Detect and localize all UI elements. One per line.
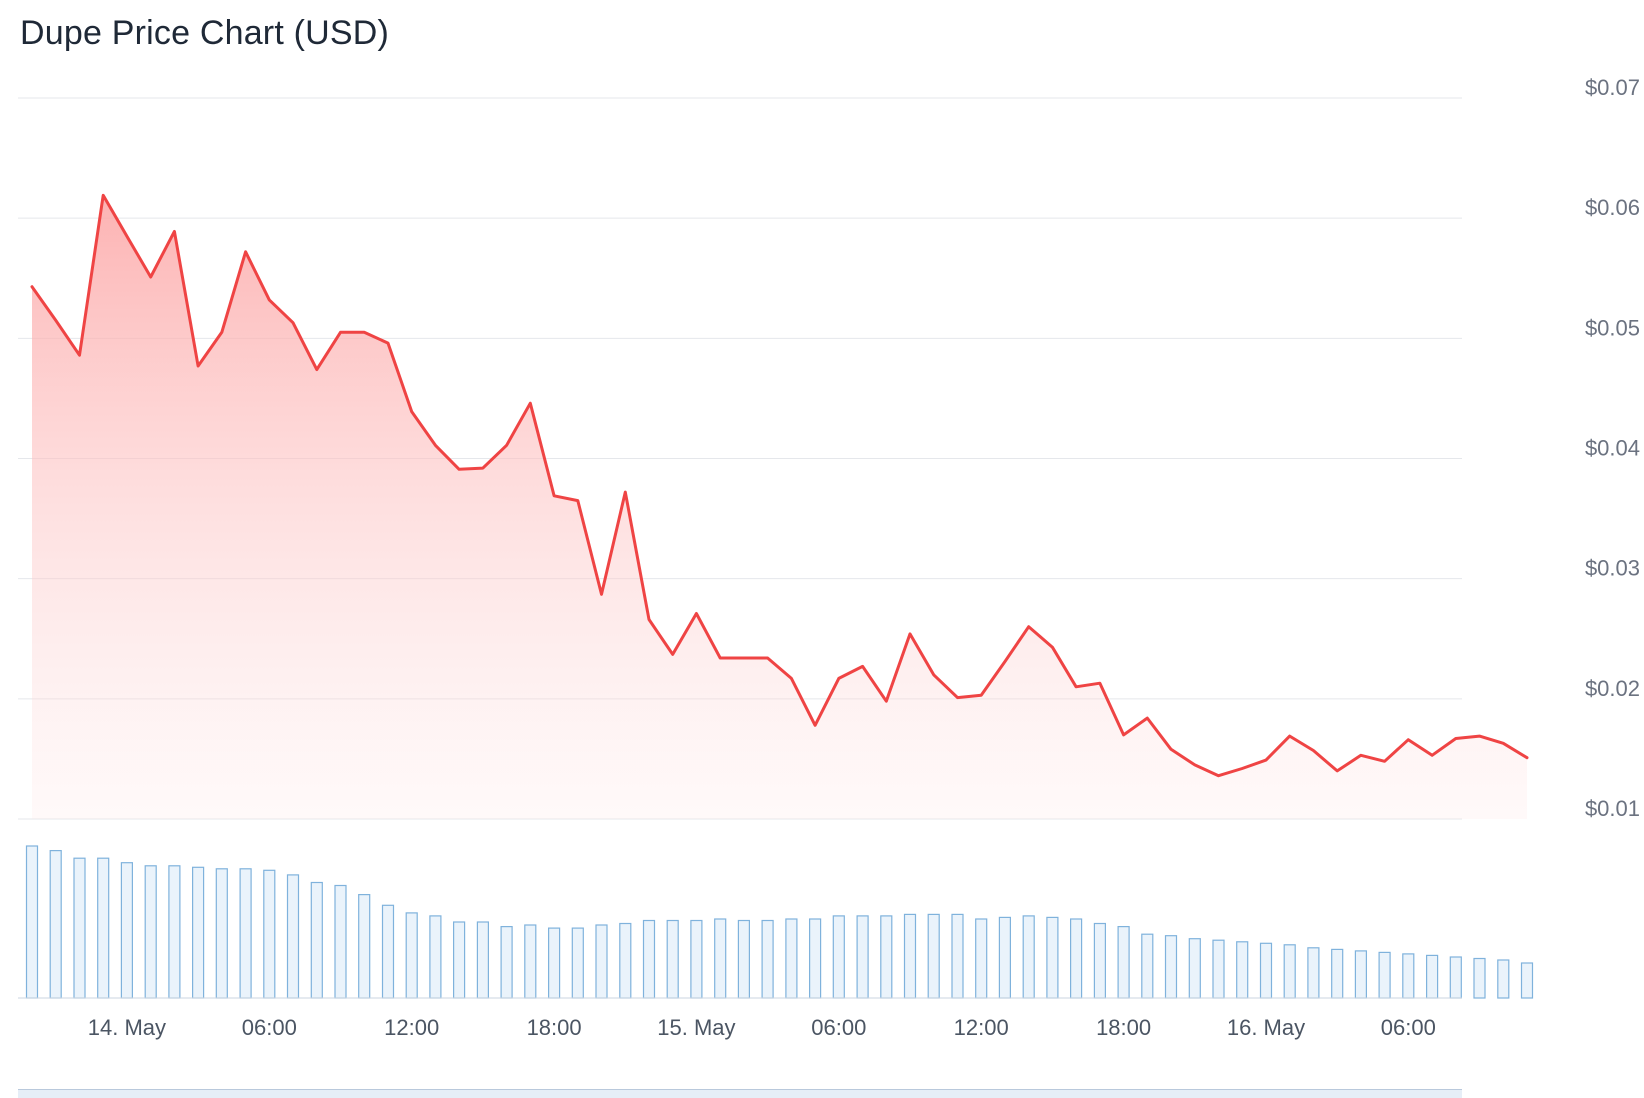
volume-bar bbox=[381, 904, 395, 999]
volume-bar bbox=[642, 919, 656, 999]
volume-bar bbox=[358, 893, 371, 999]
volume-bar bbox=[1402, 953, 1415, 999]
volume-bar bbox=[1164, 935, 1178, 999]
price-line-layer bbox=[30, 193, 1529, 778]
y-tick-label: $0.03 bbox=[1585, 556, 1640, 581]
volume-bar bbox=[73, 857, 86, 999]
volume-bar bbox=[500, 925, 513, 999]
volume-bar bbox=[1093, 922, 1107, 999]
volume-bar bbox=[405, 912, 418, 999]
volume-bar bbox=[998, 916, 1012, 999]
price-line bbox=[30, 193, 1529, 778]
volume-bar bbox=[1212, 939, 1225, 999]
volume-bar bbox=[524, 924, 537, 999]
y-tick-label: $0.06 bbox=[1585, 195, 1640, 220]
y-tick-label: $0.05 bbox=[1585, 315, 1640, 340]
volume-bar bbox=[785, 918, 798, 999]
volume-bar bbox=[263, 869, 276, 999]
volume-bar bbox=[856, 915, 869, 999]
volume-bar bbox=[714, 918, 727, 999]
volume-bar bbox=[903, 913, 917, 999]
volume-bar bbox=[97, 857, 110, 999]
x-tick-label: 12:00 bbox=[384, 1015, 439, 1040]
volume-bar bbox=[1449, 956, 1462, 999]
volume-bar bbox=[144, 865, 157, 999]
volume-bar bbox=[1520, 962, 1534, 999]
volume-bar bbox=[737, 919, 751, 999]
x-tick-label: 18:00 bbox=[527, 1015, 582, 1040]
volume-bar bbox=[168, 865, 181, 999]
y-tick-label: $0.02 bbox=[1585, 676, 1640, 701]
price-area-fill bbox=[32, 195, 1527, 820]
volume-bar bbox=[1069, 918, 1083, 999]
y-tick-label: $0.07 bbox=[1585, 75, 1640, 100]
volume-bar bbox=[239, 868, 252, 999]
volume-bar bbox=[1473, 957, 1486, 999]
volume-bar bbox=[619, 922, 632, 999]
volume-bar bbox=[310, 881, 323, 999]
volume-bar bbox=[1425, 954, 1439, 999]
volume-bar bbox=[120, 862, 134, 999]
volume-bar bbox=[761, 919, 774, 999]
volume-bar bbox=[547, 927, 561, 999]
volume-bar bbox=[1497, 959, 1510, 999]
volume-bar bbox=[286, 874, 300, 999]
y-axis-labels: $0.07 $0.06 $0.05 $0.04 $0.03 $0.02 $0.01 bbox=[1585, 75, 1640, 821]
x-tick-label: 18:00 bbox=[1096, 1015, 1151, 1040]
volume-bar bbox=[571, 927, 584, 999]
volume-bar bbox=[808, 918, 822, 999]
volume-bar bbox=[1378, 951, 1391, 999]
x-tick-label: 15. May bbox=[657, 1015, 735, 1040]
volume-bar bbox=[1307, 947, 1320, 999]
x-tick-label: 16. May bbox=[1227, 1015, 1305, 1040]
volume-bar bbox=[192, 866, 205, 999]
volume-bar bbox=[49, 849, 62, 999]
volume-bar bbox=[1331, 948, 1344, 999]
volume-bar bbox=[666, 919, 679, 999]
volume-bar bbox=[951, 913, 964, 999]
volume-bar bbox=[1022, 915, 1035, 999]
x-tick-label: 06:00 bbox=[1381, 1015, 1436, 1040]
y-tick-label: $0.01 bbox=[1585, 796, 1640, 821]
volume-bar bbox=[334, 884, 347, 999]
volume-bar bbox=[595, 924, 608, 999]
volume-bar bbox=[25, 845, 39, 999]
x-tick-label: 12:00 bbox=[954, 1015, 1009, 1040]
y-tick-label: $0.04 bbox=[1585, 436, 1640, 461]
volume-bar bbox=[1141, 933, 1154, 999]
volume-bar bbox=[453, 921, 466, 999]
price-area bbox=[32, 195, 1527, 820]
volume-bar bbox=[476, 921, 489, 999]
range-navigator[interactable] bbox=[18, 1089, 1462, 1098]
volume-bar bbox=[1283, 944, 1296, 999]
volume-bar bbox=[1259, 942, 1273, 999]
volume-bar bbox=[927, 913, 940, 999]
volume-bar bbox=[1117, 925, 1130, 999]
volume-bar bbox=[1354, 950, 1368, 999]
volume-bar bbox=[690, 919, 703, 999]
volume-bar bbox=[1046, 916, 1059, 999]
x-axis-labels: 14. May 06:00 12:00 18:00 15. May 06:00 12:00 1… bbox=[88, 1015, 1436, 1040]
chart-title: Dupe Price Chart (USD) bbox=[20, 14, 390, 52]
x-tick-label: 06:00 bbox=[811, 1015, 866, 1040]
volume-bar bbox=[429, 915, 442, 999]
volume-bar bbox=[215, 868, 228, 999]
x-tick-label: 14. May bbox=[88, 1015, 166, 1040]
volume-bar bbox=[975, 918, 988, 999]
volume-bar bbox=[1188, 938, 1201, 999]
volume-bars bbox=[25, 845, 1534, 999]
x-tick-label: 06:00 bbox=[242, 1015, 297, 1040]
volume-bar bbox=[1236, 941, 1249, 999]
volume-bar bbox=[832, 915, 845, 999]
volume-bar bbox=[880, 915, 893, 999]
